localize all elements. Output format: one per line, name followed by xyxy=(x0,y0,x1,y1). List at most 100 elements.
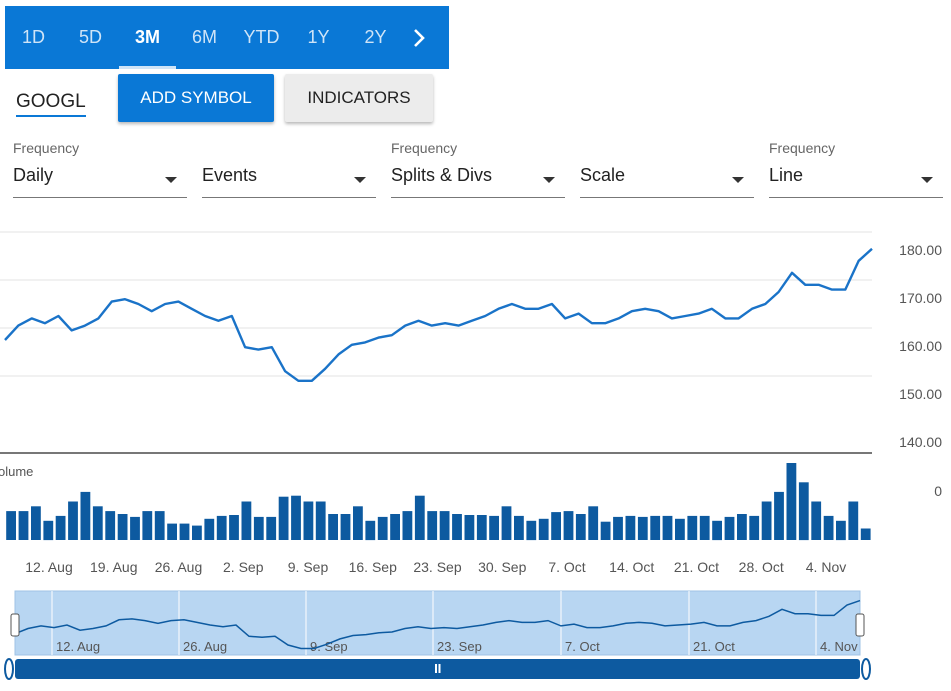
y-tick-label: 140.00 xyxy=(899,434,942,450)
volume-bar xyxy=(761,501,772,540)
volume-bar xyxy=(489,515,499,540)
select-value: Events xyxy=(202,165,258,185)
select-value: Scale xyxy=(580,165,626,185)
x-tick-label: 12. Aug xyxy=(25,559,73,575)
y-tick-label: 170.00 xyxy=(899,290,942,306)
x-tick-label: 23. Sep xyxy=(413,559,461,575)
volume-bar xyxy=(811,501,822,540)
scrollbar-grip-icon xyxy=(435,664,437,673)
volume-bar xyxy=(291,495,301,540)
volume-bar xyxy=(600,521,611,540)
volume-bar xyxy=(105,511,116,540)
volume-bar xyxy=(514,515,524,540)
volume-bar xyxy=(402,511,413,540)
dropdown-arrow-icon xyxy=(354,177,366,183)
volume-bar xyxy=(452,514,462,540)
navigator-x-label: 21. Oct xyxy=(693,639,735,654)
volume-bar xyxy=(167,523,177,540)
volume-bar xyxy=(699,515,710,540)
volume-bar xyxy=(216,515,227,540)
volume-bar xyxy=(241,501,252,540)
volume-bar xyxy=(439,511,450,540)
volume-bar xyxy=(662,515,673,540)
range-button-5d[interactable]: 5D xyxy=(78,27,102,47)
range-button-1y[interactable]: 1Y xyxy=(307,27,330,47)
volume-bar xyxy=(650,515,661,540)
volume-bar xyxy=(68,501,78,540)
volume-bar xyxy=(266,516,277,540)
volume-bar xyxy=(551,512,561,540)
add-symbol-button[interactable]: ADD SYMBOL xyxy=(118,74,274,122)
indicators-button[interactable]: INDICATORS xyxy=(285,74,433,122)
select-label: Frequency xyxy=(13,140,80,156)
volume-bar xyxy=(860,528,871,540)
range-button-1d[interactable]: 1D xyxy=(21,27,45,47)
navigator-x-label: 23. Sep xyxy=(437,639,482,654)
x-tick-label: 28. Oct xyxy=(739,559,784,575)
volume-bar xyxy=(340,514,351,540)
navigator-x-label: 12. Aug xyxy=(56,639,100,654)
events-select[interactable]: Events xyxy=(202,140,376,198)
frequency-select[interactable]: Frequency Daily xyxy=(13,140,187,198)
volume-bar xyxy=(315,501,326,540)
navigator-series-line xyxy=(14,599,861,650)
volume-bar xyxy=(229,515,239,540)
dropdown-arrow-icon xyxy=(732,177,744,183)
volume-bar xyxy=(6,511,16,540)
volume-bar xyxy=(501,506,512,540)
volume-bar xyxy=(92,506,103,540)
scale-select[interactable]: Scale xyxy=(580,140,754,198)
volume-bar xyxy=(43,520,54,541)
volume-bar xyxy=(798,482,809,541)
volume-bar xyxy=(823,515,834,540)
select-value: Splits & Divs xyxy=(391,165,493,185)
volume-bar xyxy=(526,520,537,541)
symbol-label[interactable]: GOOGL xyxy=(16,91,86,117)
volume-bar xyxy=(414,495,425,540)
x-tick-label: 16. Sep xyxy=(349,559,397,575)
select-value: Daily xyxy=(13,165,54,185)
splits-divs-select[interactable]: Frequency Splits & Divs xyxy=(391,140,565,198)
range-button-2y[interactable]: 2Y xyxy=(364,27,387,47)
volume-bar xyxy=(476,515,487,540)
volume-bar xyxy=(538,518,549,540)
volume-bar xyxy=(563,511,574,540)
volume-bar xyxy=(80,491,91,540)
volume-bar xyxy=(687,515,698,540)
volume-bar xyxy=(204,518,215,540)
navigator-handle xyxy=(855,613,865,637)
volume-bar xyxy=(464,515,475,540)
navigator-x-label: 7. Oct xyxy=(565,639,600,654)
volume-bar xyxy=(575,514,586,540)
dropdown-arrow-icon xyxy=(921,177,933,183)
volume-bar xyxy=(427,511,438,540)
price-series-line xyxy=(4,247,873,382)
chevron-right-icon[interactable] xyxy=(404,6,434,69)
navigator-handle xyxy=(10,613,20,637)
volume-bar xyxy=(848,501,859,540)
volume-bar xyxy=(154,511,165,540)
volume-bar xyxy=(130,516,140,540)
volume-bar xyxy=(613,516,623,540)
scrollbar-thumb xyxy=(15,659,860,679)
volume-bar xyxy=(365,520,376,541)
dropdown-arrow-icon xyxy=(165,177,177,183)
volume-bar xyxy=(390,514,400,540)
range-button-ytd[interactable]: YTD xyxy=(243,27,280,47)
volume-bar xyxy=(588,506,599,540)
range-button-3m[interactable]: 3M xyxy=(119,6,176,69)
range-button-6m[interactable]: 6M xyxy=(191,27,217,47)
volume-bar xyxy=(675,518,685,540)
x-tick-label: 30. Sep xyxy=(478,559,526,575)
y-tick-label: 160.00 xyxy=(899,338,942,354)
volume-bar xyxy=(724,516,735,540)
volume-bar xyxy=(142,511,153,540)
volume-bar xyxy=(637,516,648,540)
volume-bar xyxy=(253,516,264,540)
y-tick-label: 150.00 xyxy=(899,386,942,402)
y-tick-label: 180.00 xyxy=(899,242,942,258)
volume-bar xyxy=(18,511,29,540)
x-tick-label: 9. Sep xyxy=(288,559,329,575)
chart-type-select[interactable]: Frequency Line xyxy=(769,140,943,198)
x-tick-label: 21. Oct xyxy=(674,559,719,575)
